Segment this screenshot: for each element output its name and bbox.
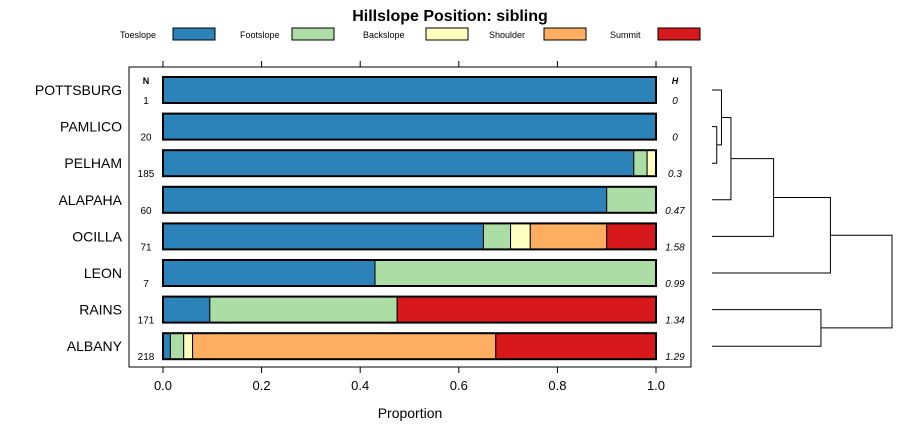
bar-outline-pelham xyxy=(162,149,657,178)
n-value-alapaha: 60 xyxy=(140,206,152,217)
dendrogram xyxy=(712,89,893,347)
bar-segment-pelham-footslope xyxy=(633,149,648,177)
plot-frame xyxy=(128,66,692,368)
dendrogram-branch xyxy=(712,116,732,201)
x-axis-label: Proportion xyxy=(378,405,443,421)
legend-label-toeslope: Toeslope xyxy=(120,30,156,40)
bar-segment-pamlico-toeslope xyxy=(162,113,657,141)
h-column-header: H xyxy=(672,76,679,86)
bar-segment-ocilla-summit xyxy=(606,222,657,250)
row-label-pamlico: PAMLICO xyxy=(60,119,122,135)
bar-segment-rains-footslope xyxy=(209,296,398,324)
legend-label-footslope: Footslope xyxy=(240,30,280,40)
bar-segment-albany-backslope xyxy=(183,332,194,360)
n-value-pelham: 185 xyxy=(138,169,155,180)
h-value-pottsburg: 0 xyxy=(672,96,678,107)
h-value-alapaha: 0.47 xyxy=(665,206,685,217)
x-axis: 0.0 0.2 0.4 0.6 0.8 1.0 xyxy=(154,61,665,393)
bar-segment-leon-toeslope xyxy=(162,259,376,287)
h-value-pelham: 0.3 xyxy=(668,169,682,180)
h-value-leon: 0.99 xyxy=(665,279,685,290)
legend-swatch-backslope xyxy=(425,27,469,41)
x-tick-label: 0.6 xyxy=(450,378,468,393)
bar-segment-rains-summit xyxy=(396,296,657,324)
row-label-pottsburg: POTTSBURG xyxy=(35,82,122,98)
legend-label-backslope: Backslope xyxy=(363,30,405,40)
legend-label-summit: Summit xyxy=(610,30,641,40)
x-tick-label: 0.0 xyxy=(154,378,172,393)
x-tick-label: 1.0 xyxy=(647,378,665,393)
n-value-pamlico: 20 xyxy=(140,133,152,144)
bar-segment-ocilla-backslope xyxy=(510,222,531,250)
bar-segment-leon-footslope xyxy=(374,259,657,287)
bar-outline-leon xyxy=(162,259,657,287)
bar-segment-alapaha-footslope xyxy=(606,186,657,214)
dendrogram-branch xyxy=(712,158,775,237)
bar-segment-ocilla-toeslope xyxy=(162,222,484,250)
h-value-rains: 1.34 xyxy=(665,316,685,327)
h-value-pamlico: 0 xyxy=(672,133,678,144)
row-label-pelham: PELHAM xyxy=(64,155,122,171)
bar-outline-rains xyxy=(162,295,657,324)
x-tick-label: 0.4 xyxy=(351,378,369,393)
bar-segment-rains-toeslope xyxy=(162,296,211,324)
legend-swatch-toeslope xyxy=(172,27,216,41)
row-label-rains: RAINS xyxy=(79,302,122,318)
bar-segment-albany-summit xyxy=(495,332,657,360)
n-value-pottsburg: 1 xyxy=(143,96,149,107)
chart-title: Hillslope Position: sibling xyxy=(352,8,548,25)
bar-outline-pottsburg xyxy=(162,76,657,104)
bar-outline-ocilla xyxy=(162,222,657,251)
n-value-rains: 171 xyxy=(138,316,155,327)
legend-label-shoulder: Shoulder xyxy=(489,30,525,40)
bar-segment-alapaha-toeslope xyxy=(162,186,608,214)
dendrogram-branch xyxy=(712,126,718,164)
bar-segment-ocilla-shoulder xyxy=(529,222,608,250)
bar-outline-albany xyxy=(162,332,657,361)
bars xyxy=(162,76,657,361)
bar-segment-albany-toeslope xyxy=(162,332,171,360)
row-label-alapaha: ALAPAHA xyxy=(58,192,122,208)
legend-swatch-footslope xyxy=(291,27,335,41)
h-value-ocilla: 1.58 xyxy=(665,242,685,253)
x-tick-label: 0.2 xyxy=(253,378,271,393)
legend-swatch-shoulder xyxy=(543,27,587,41)
dendrogram-branch xyxy=(712,197,831,274)
bar-segment-pelham-backslope xyxy=(646,149,657,177)
h-value-albany: 1.29 xyxy=(665,352,685,363)
bar-segment-albany-footslope xyxy=(169,332,185,360)
bar-outline-alapaha xyxy=(162,185,657,214)
bar-segment-pelham-toeslope xyxy=(162,149,635,177)
bar-segment-ocilla-footslope xyxy=(482,222,512,250)
bar-segment-pottsburg-toeslope xyxy=(162,76,657,104)
dendrogram-branch xyxy=(712,309,822,347)
row-labels: POTTSBURG 1 0 PAMLICO 20 0 PELHAM 185 0.3 ALAPAHA… xyxy=(35,82,685,363)
legend: Toeslope Footslope Backslope Shoulder Summit xyxy=(120,27,701,41)
row-label-ocilla: OCILLA xyxy=(72,228,122,244)
n-value-albany: 218 xyxy=(138,352,155,363)
row-label-leon: LEON xyxy=(84,265,122,281)
n-value-leon: 7 xyxy=(143,279,149,290)
bar-segment-albany-shoulder xyxy=(192,332,497,360)
row-label-albany: ALBANY xyxy=(67,338,123,354)
n-column-header: N xyxy=(143,76,150,86)
x-tick-label: 0.8 xyxy=(548,378,566,393)
legend-swatch-summit xyxy=(657,27,701,41)
dendrogram-branch xyxy=(820,234,893,329)
n-value-ocilla: 71 xyxy=(140,242,152,253)
bar-outline-pamlico xyxy=(162,112,657,141)
